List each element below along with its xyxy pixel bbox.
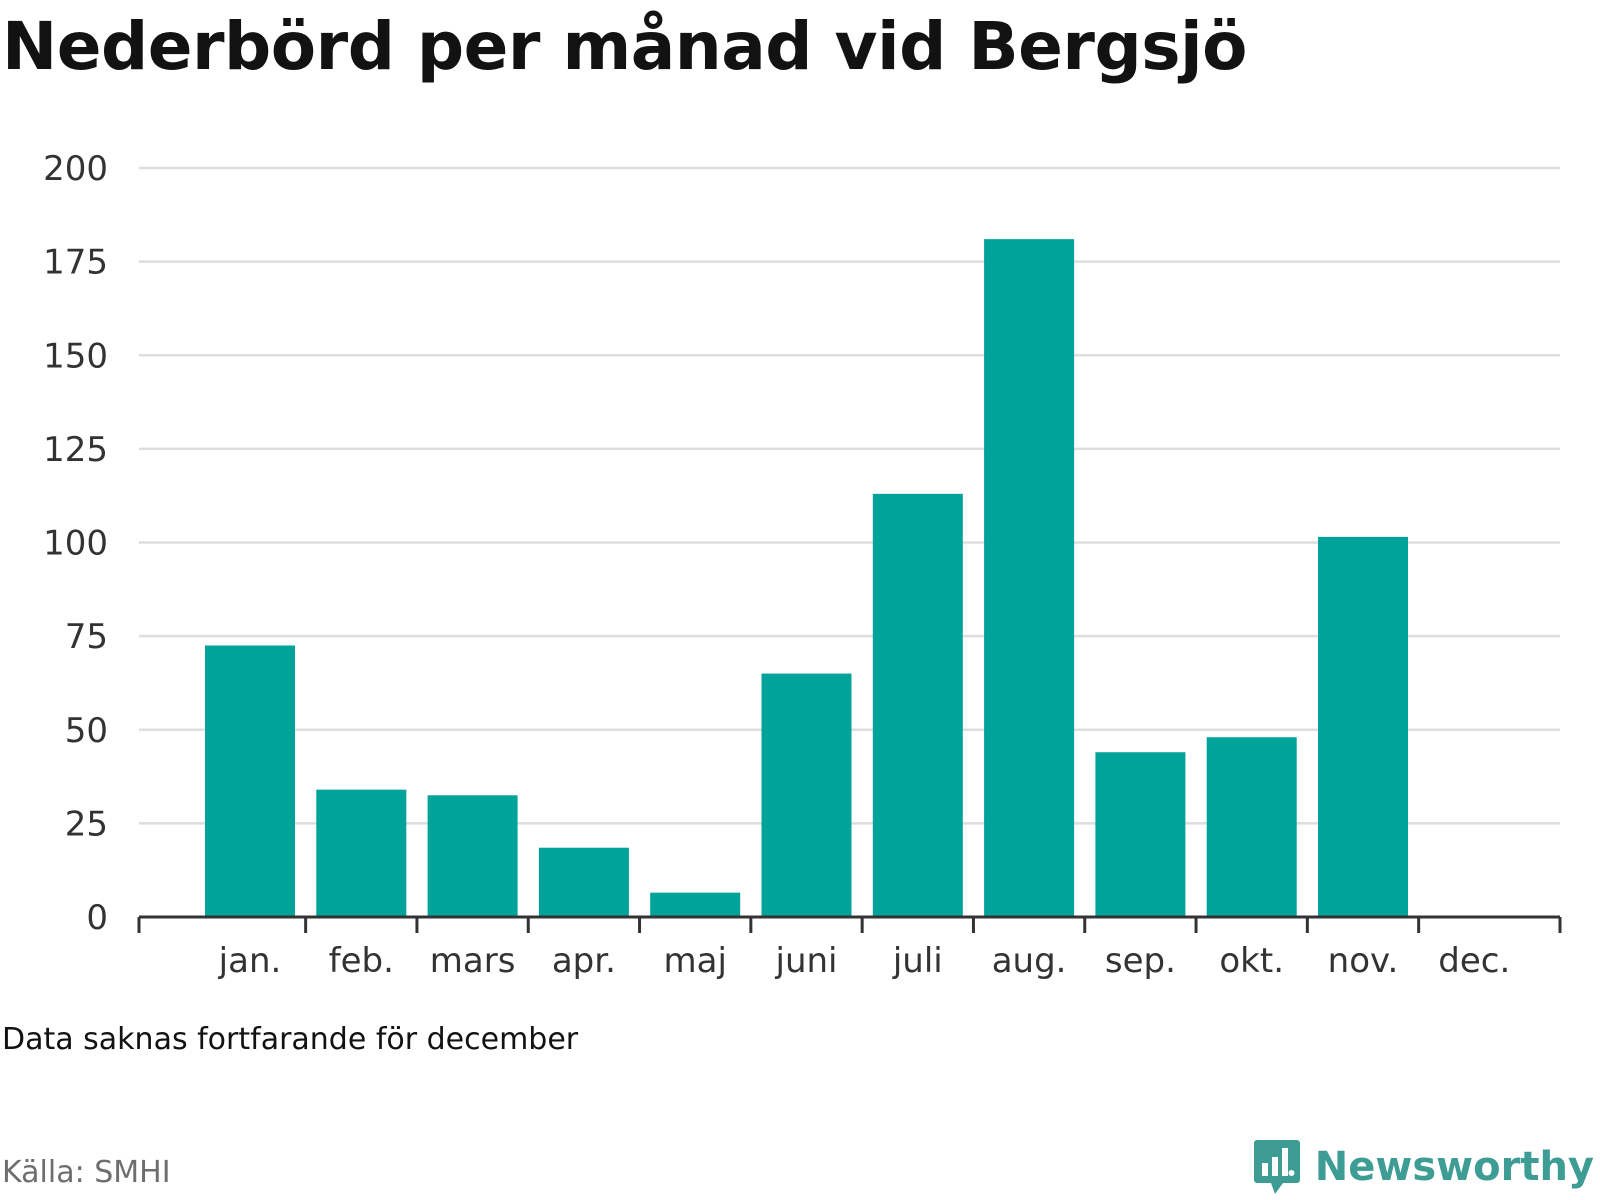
y-tick-label: 175 bbox=[43, 243, 108, 283]
bar bbox=[650, 892, 741, 917]
x-tick-label: juni bbox=[775, 941, 838, 981]
bars bbox=[205, 239, 1408, 917]
y-tick-label: 50 bbox=[65, 711, 108, 751]
bar bbox=[205, 645, 295, 917]
y-tick-label: 25 bbox=[65, 804, 108, 844]
chart-title: Nederbörd per månad vid Bergsjö bbox=[2, 8, 1247, 85]
x-tick-label: nov. bbox=[1328, 941, 1399, 981]
x-tick-label: okt. bbox=[1219, 941, 1284, 981]
x-tick-label: aug. bbox=[992, 941, 1067, 981]
y-axis-tick-labels: 0 25 50 75 100 125 150 175 200 bbox=[43, 149, 108, 938]
y-tick-label: 200 bbox=[43, 149, 108, 189]
y-tick-label: 150 bbox=[43, 336, 108, 376]
source-credit: Källa: SMHI bbox=[2, 1155, 171, 1190]
bar bbox=[1318, 536, 1408, 917]
brand-logo: Newsworthy bbox=[1253, 1138, 1594, 1196]
bar bbox=[872, 493, 963, 917]
bar-chart-speech-bubble-icon bbox=[1253, 1140, 1300, 1194]
x-tick-label: mars bbox=[430, 941, 516, 981]
x-axis bbox=[137, 915, 1562, 933]
y-tick-label: 0 bbox=[86, 898, 108, 938]
bar bbox=[761, 673, 852, 917]
y-tick-label: 75 bbox=[65, 617, 108, 657]
bar bbox=[1095, 752, 1186, 917]
x-tick-label: jan. bbox=[218, 941, 282, 981]
bar-chart: 0 25 50 75 100 125 150 175 200 jan. feb. mars apr. m… bbox=[43, 149, 1562, 981]
x-axis-tick-labels: jan. feb. mars apr. maj juni juli aug. sep. okt. n… bbox=[218, 941, 1511, 981]
x-tick-label: maj bbox=[663, 941, 726, 981]
x-tick-label: dec. bbox=[1438, 941, 1510, 981]
bar bbox=[538, 847, 629, 917]
chart-note: Data saknas fortfarande för december bbox=[2, 1022, 579, 1057]
bar bbox=[984, 239, 1075, 917]
y-tick-label: 125 bbox=[43, 430, 108, 470]
bar bbox=[427, 795, 518, 917]
x-tick-label: juli bbox=[892, 941, 943, 981]
bar bbox=[316, 789, 407, 917]
y-tick-label: 100 bbox=[43, 524, 108, 564]
x-tick-label: feb. bbox=[329, 941, 394, 981]
x-tick-label: apr. bbox=[552, 941, 616, 981]
brand-name: Newsworthy bbox=[1314, 1144, 1594, 1190]
x-tick-label: sep. bbox=[1105, 941, 1176, 981]
bar bbox=[1206, 737, 1297, 917]
